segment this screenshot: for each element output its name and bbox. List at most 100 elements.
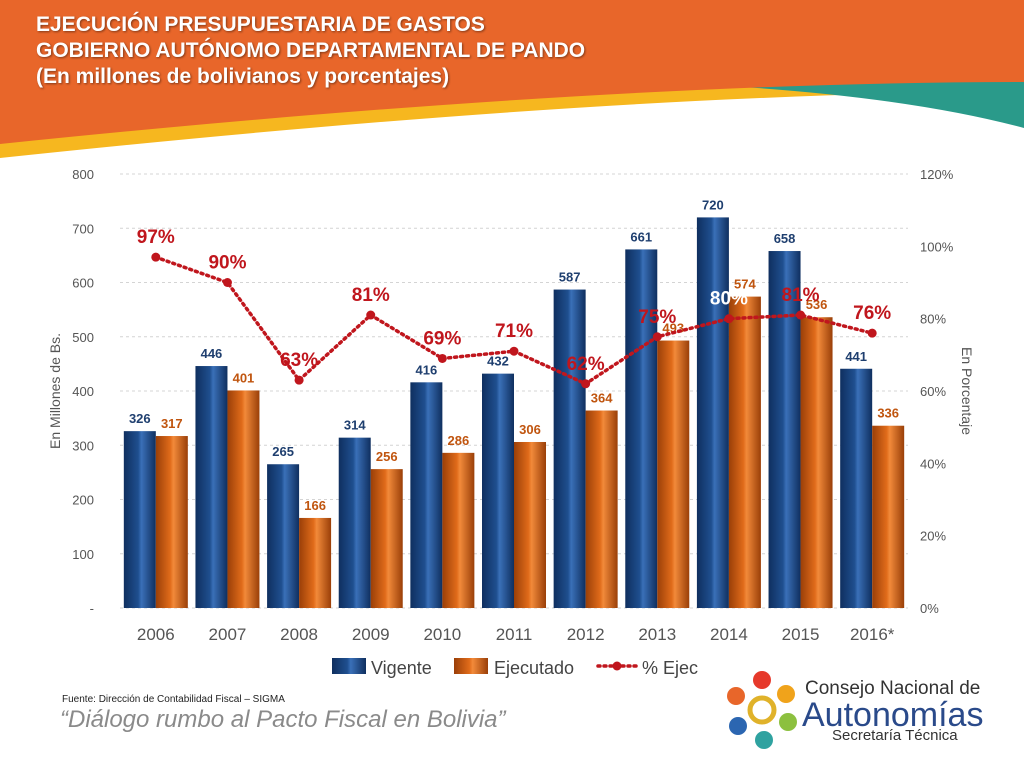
ejecutado-value-label: 536: [806, 297, 828, 312]
title-line-2: GOBIERNO AUTÓNOMO DEPARTAMENTAL DE PANDO: [36, 39, 586, 62]
bar-vigente: [625, 249, 658, 608]
pct-point: [366, 310, 376, 320]
pct-label: 71%: [495, 321, 533, 342]
x-tick-label: 2013: [638, 625, 676, 644]
vigente-value-label: 416: [416, 362, 438, 377]
page-title: EJECUCIÓN PRESUPUESTARIA DE GASTOS GOBIE…: [36, 12, 585, 90]
bar-ejecutado: [728, 296, 761, 608]
logo-line-1: Consejo Nacional de: [805, 678, 981, 699]
pct-point: [581, 379, 591, 389]
y-left-tick-label: 400: [72, 384, 94, 399]
bar-ejecutado: [155, 436, 188, 608]
bar-vigente: [768, 251, 801, 608]
header-banner: [0, 0, 1024, 158]
ejecutado-value-label: 317: [161, 416, 183, 431]
bar-vigente: [482, 373, 514, 608]
ejecutado-value-label: 286: [448, 433, 470, 448]
ejecutado-value-label: 166: [304, 498, 326, 513]
bar-vigente: [553, 289, 586, 608]
x-tick-label: 2012: [567, 625, 605, 644]
bar-vigente: [267, 464, 300, 608]
pct-label: 81%: [352, 285, 390, 306]
title-line-1: EJECUCIÓN PRESUPUESTARIA DE GASTOS: [36, 13, 485, 36]
vigente-value-label: 661: [630, 229, 652, 244]
vigente-value-label: 441: [845, 349, 867, 364]
bar-ejecutado: [585, 410, 618, 608]
pct-label: 80%: [710, 289, 748, 310]
y-left-tick-label: 200: [72, 493, 94, 508]
bar-vigente: [410, 382, 443, 608]
x-tick-label: 2016*: [850, 625, 895, 644]
legend-label-pct: % Ejec: [642, 658, 698, 678]
y-left-tick-label: 800: [72, 167, 94, 182]
ejecutado-value-label: 574: [734, 277, 756, 292]
bar-ejecutado: [370, 469, 403, 608]
vigente-value-label: 432: [487, 354, 509, 369]
pct-label: 81%: [782, 285, 820, 306]
x-tick-label: 2015: [782, 625, 820, 644]
x-tick-label: 2011: [496, 625, 533, 644]
ejecutado-value-label: 364: [591, 391, 613, 406]
y-left-tick-label: 600: [72, 276, 94, 291]
x-tick-label: 2007: [209, 625, 247, 644]
legend-swatch-pct-point: [612, 661, 622, 671]
vigente-value-label: 446: [201, 346, 223, 361]
bar-vigente: [338, 437, 371, 608]
y-right-tick-label: 40%: [920, 456, 946, 471]
y-right-tick-label: 80%: [920, 312, 946, 327]
pct-label: 76%: [853, 303, 891, 324]
ejecutado-value-label: 256: [376, 449, 398, 464]
pct-label: 63%: [280, 350, 318, 371]
bar-vigente: [195, 366, 228, 608]
pct-point: [437, 353, 447, 363]
pct-point: [509, 346, 519, 356]
pct-point: [796, 310, 806, 320]
bar-ejecutado: [514, 441, 546, 608]
x-tick-label: 2010: [423, 625, 461, 644]
logo-line-2: Autonomías: [802, 696, 984, 734]
pct-point: [222, 278, 232, 287]
hands-circle-icon: [727, 671, 797, 749]
vigente-value-label: 720: [702, 197, 724, 212]
legend-swatch-vigente: [332, 658, 366, 674]
logo-line-3: Secretaría Técnica: [832, 727, 958, 744]
bar-vigente: [840, 368, 873, 608]
banner-orange-band: [0, 0, 1024, 144]
y-left-tick-label: 500: [72, 330, 94, 345]
pct-label: 97%: [137, 227, 175, 248]
vigente-value-label: 587: [559, 270, 581, 285]
bar-vigente: [696, 217, 729, 608]
slogan: “Diálogo rumbo al Pacto Fiscal en Bolivi…: [60, 706, 506, 733]
y-left-axis-label: En Millones de Bs.: [47, 333, 63, 449]
ejecutado-value-label: 306: [519, 422, 541, 437]
y-left-tick-label: 300: [72, 438, 94, 453]
legend-label-ejecutado: Ejecutado: [494, 658, 574, 678]
pct-label: 90%: [208, 253, 246, 274]
pct-label: 75%: [638, 307, 676, 328]
bar-ejecutado: [872, 425, 905, 608]
pct-point: [151, 252, 161, 262]
y-right-tick-label: 0%: [920, 601, 939, 616]
bar-vigente: [123, 431, 156, 608]
bar-ejecutado: [442, 452, 475, 608]
x-tick-label: 2009: [352, 625, 390, 644]
vigente-value-label: 658: [774, 231, 796, 246]
y-right-tick-label: 100%: [920, 239, 954, 254]
y-right-tick-label: 60%: [920, 384, 946, 399]
y-left-tick-label: -: [90, 601, 94, 616]
ejecutado-value-label: 401: [233, 370, 255, 385]
pct-point: [867, 328, 877, 338]
bar-ejecutado: [299, 517, 332, 608]
title-line-3: (En millones de bolivianos y porcentajes…: [36, 65, 450, 88]
y-right-tick-label: 120%: [920, 167, 954, 182]
pct-point: [724, 314, 734, 324]
pct-label: 69%: [423, 328, 461, 349]
vigente-value-label: 314: [344, 418, 366, 433]
legend-label-vigente: Vigente: [371, 658, 432, 678]
source-note: Fuente: Dirección de Contabilidad Fiscal…: [62, 694, 285, 705]
y-right-tick-label: 20%: [920, 529, 946, 544]
x-tick-label: 2014: [710, 625, 748, 644]
ejecutado-value-label: 336: [877, 406, 899, 421]
y-right-axis-label: En Porcentaje: [959, 347, 975, 435]
